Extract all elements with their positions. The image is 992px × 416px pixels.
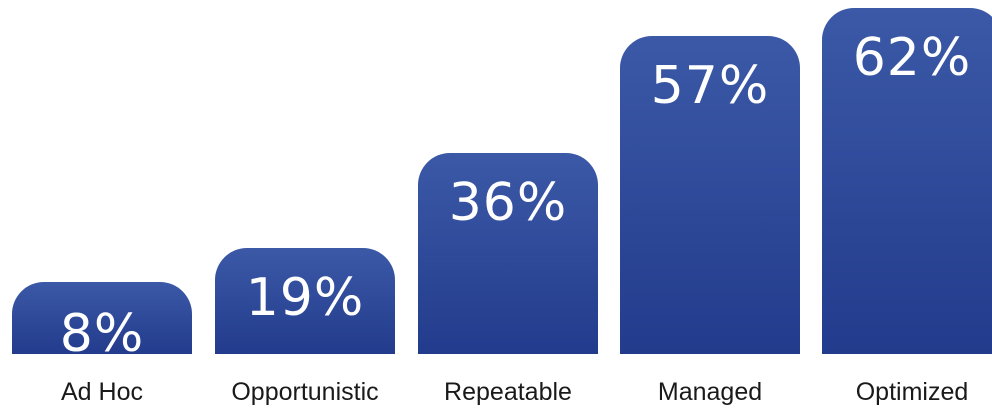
bar-value-label: 36%	[448, 173, 568, 234]
category-label: Opportunistic	[231, 378, 379, 406]
bar-managed: 57%	[620, 35, 800, 354]
category-label: Optimized	[855, 378, 969, 406]
bar-value-label: 19%	[245, 267, 365, 328]
bar-ad-hoc: 8%	[12, 282, 192, 360]
bar-optimized: 62%	[822, 8, 992, 354]
bar-value-label: 57%	[650, 55, 770, 116]
bar-repeatable: 36%	[418, 153, 598, 354]
category-label: Ad Hoc	[61, 378, 143, 406]
category-label: Repeatable	[444, 378, 572, 406]
category-label: Managed	[657, 378, 763, 406]
bar-value-label: 62%	[852, 28, 972, 88]
bar-opportunistic: 19%	[215, 247, 395, 354]
bar-value-label: 8%	[59, 304, 145, 364]
